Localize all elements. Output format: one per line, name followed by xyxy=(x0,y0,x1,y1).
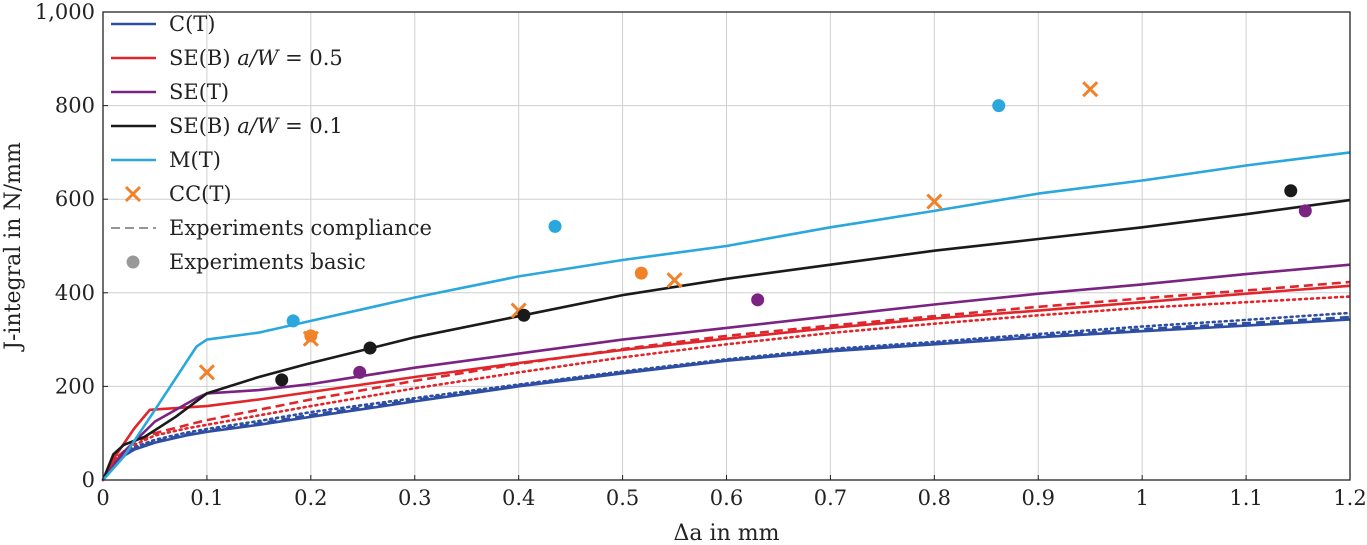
y-tick-label: 0 xyxy=(82,468,95,492)
y-tick-label: 200 xyxy=(55,374,95,398)
legend-label: SE(B) a/W = 0.5 xyxy=(169,46,343,70)
x-tick-label: 0.5 xyxy=(606,486,639,510)
x-tick-label: 1 xyxy=(1135,486,1148,510)
x-tick-label: 1.2 xyxy=(1333,486,1366,510)
legend-entry: SE(B) a/W = 0.5 xyxy=(111,46,343,70)
legend-label: Experiments compliance xyxy=(169,216,432,240)
series-line xyxy=(101,198,1351,481)
legend-label: Experiments basic xyxy=(169,250,366,274)
legend-entry: SE(B) a/W = 0.1 xyxy=(111,114,343,138)
y-ticks: 0 200 400 600 800 1,000 xyxy=(35,0,108,492)
plot-frame xyxy=(102,11,1351,481)
x-tick-label: 0.2 xyxy=(294,486,327,510)
dot-marker xyxy=(1284,184,1298,198)
dot-marker xyxy=(275,373,289,387)
legend-label: M(T) xyxy=(169,148,221,172)
legend-swatch xyxy=(124,185,142,203)
legend-label: C(T) xyxy=(169,12,215,36)
x-tick-label: 0.7 xyxy=(814,486,847,510)
dot-marker xyxy=(517,308,531,322)
y-tick-label: 1,000 xyxy=(35,0,95,24)
series-line xyxy=(101,263,1351,481)
x-tick-label: 0 xyxy=(96,486,109,510)
x-ticks: 0 0.1 0.2 0.3 0.4 0.5 0.6 0.7 0.8 0.9 1 1.1 1.2 xyxy=(96,475,1367,510)
dot-marker xyxy=(634,266,648,280)
y-axis-label: J-integral in N/mm xyxy=(1,142,26,352)
x-axis-label: Δa in mm xyxy=(674,521,780,545)
x-tick-label: 0.6 xyxy=(710,486,743,510)
cross-marker xyxy=(666,272,683,289)
cross-marker xyxy=(926,193,943,210)
x-tick-label: 1.1 xyxy=(1229,486,1262,510)
dot-marker xyxy=(751,293,765,307)
x-tick-label: 0.8 xyxy=(918,486,951,510)
dot-marker xyxy=(353,365,367,379)
plot-lines xyxy=(101,151,1352,482)
legend-entry: Experiments compliance xyxy=(111,216,432,240)
legend-entry: SE(T) xyxy=(111,80,229,104)
x-tick-label: 0.1 xyxy=(190,486,223,510)
legend-label: SE(B) a/W = 0.1 xyxy=(169,114,343,138)
x-tick-label: 0.9 xyxy=(1022,486,1055,510)
dot-marker xyxy=(548,219,562,233)
legend-swatch xyxy=(126,255,140,269)
dot-marker xyxy=(1298,204,1312,218)
series-line xyxy=(101,280,1351,481)
cross-marker xyxy=(198,364,215,381)
series-line xyxy=(102,151,1351,481)
legend-entry: C(T) xyxy=(111,12,215,36)
x-tick-label: 0.4 xyxy=(502,486,535,510)
legend-label: SE(T) xyxy=(169,80,229,104)
dot-marker xyxy=(992,99,1006,113)
dot-marker xyxy=(286,314,300,328)
series-line xyxy=(101,295,1352,482)
legend-entry: M(T) xyxy=(111,148,221,172)
cross-marker xyxy=(1082,81,1099,98)
legend-entry: CC(T) xyxy=(124,182,232,206)
y-tick-label: 400 xyxy=(55,281,95,305)
legend: C(T) SE(B) a/W = 0.5 SE(T) SE(B) a/W = 0.1 M… xyxy=(111,12,432,274)
dot-marker xyxy=(363,341,377,355)
dot-marker xyxy=(304,329,318,343)
series-line xyxy=(101,311,1352,482)
x-tick-label: 0.3 xyxy=(398,486,431,510)
plot-points xyxy=(198,81,1312,387)
legend-entry: Experiments basic xyxy=(126,250,366,274)
legend-label: CC(T) xyxy=(169,182,232,206)
y-tick-label: 600 xyxy=(55,187,95,211)
series-line xyxy=(101,315,1351,481)
y-tick-label: 800 xyxy=(55,94,95,118)
